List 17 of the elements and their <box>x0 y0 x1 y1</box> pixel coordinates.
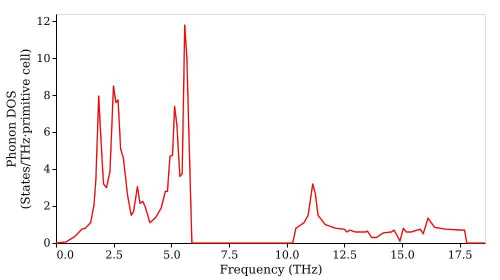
x-tick-label: 2.5 <box>105 248 123 262</box>
x-tick-label: 10.0 <box>274 248 300 262</box>
x-tick-label: 17.5 <box>448 248 472 262</box>
x-tick-label: 5.0 <box>163 248 181 262</box>
y-tick-label: 10 <box>36 52 50 65</box>
y-tick-label: 6 <box>44 126 50 139</box>
y-tick-label: 12 <box>36 14 50 28</box>
x-tick-label: 12.5 <box>332 248 358 262</box>
y-tick-label: 8 <box>44 88 50 102</box>
y-tick-label: 2 <box>44 200 50 213</box>
y-tick-label: 4 <box>44 162 50 176</box>
x-tick-label: 7.5 <box>220 248 238 262</box>
x-tick-label: 0.0 <box>56 248 74 262</box>
y-tick-label: 0 <box>44 236 50 250</box>
x-axis-title: Frequency (THz) <box>220 262 322 276</box>
x-tick-label: 15.0 <box>390 248 415 262</box>
y-axis-title: Phonon DOS (States/THz·primitive cell) <box>4 48 33 210</box>
